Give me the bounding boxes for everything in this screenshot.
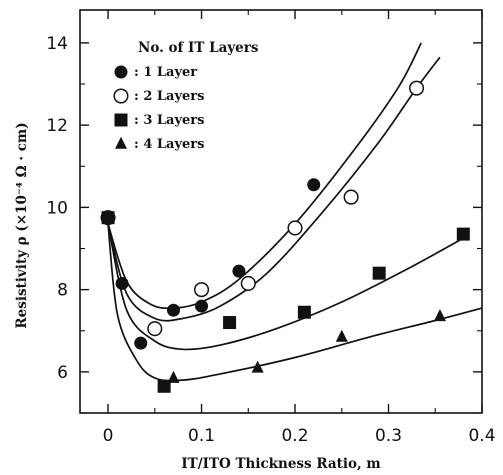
y-tick-label: 8 — [57, 281, 68, 301]
data-point-series-3 — [372, 266, 386, 280]
x-axis-label: IT/ITO Thickness Ratio, m — [181, 456, 380, 472]
legend-label-4: : 4 Layers — [134, 137, 204, 152]
legend-title: No. of IT Layers — [138, 40, 259, 56]
x-tick-label: 0.3 — [375, 426, 402, 446]
y-tick-label: 14 — [46, 34, 68, 54]
x-tick-label: 0.4 — [468, 426, 495, 446]
legend-marker-1 — [114, 65, 128, 79]
data-point-series-2 — [343, 189, 359, 205]
x-tick-label: 0.2 — [281, 426, 308, 446]
data-point-series-2 — [147, 321, 163, 337]
data-point-series-2 — [193, 282, 210, 298]
x-tick-label: 0 — [103, 426, 114, 446]
data-point-series-2 — [287, 220, 303, 236]
data-point-series-3 — [456, 227, 470, 241]
data-point-series-1 — [232, 264, 246, 278]
data-point-series-4 — [433, 309, 446, 322]
data-point-series-1 — [134, 336, 148, 350]
legend-marker-4 — [115, 136, 127, 149]
fit-curve-series-4 — [107, 223, 483, 382]
legend-label-2: : 2 Layers — [134, 89, 204, 104]
data-points — [100, 80, 470, 393]
data-point-series-1 — [166, 303, 180, 317]
y-tick-label: 12 — [46, 116, 68, 136]
data-point-series-3 — [297, 305, 311, 319]
axes: 0 0.1 0.2 0.3 0.4 6 8 10 12 14 — [46, 9, 496, 446]
data-point-series-2 — [240, 275, 256, 292]
data-point-series-2 — [409, 80, 425, 96]
data-point-series-3 — [223, 316, 237, 330]
data-point-series-1 — [195, 299, 209, 313]
y-axis-label: Resistivity ρ (×10⁻⁴ Ω · cm) — [14, 122, 30, 328]
data-point-series-4 — [335, 329, 348, 342]
legend-marker-2 — [113, 88, 129, 104]
data-point-series-4 — [167, 370, 180, 383]
data-point-series-1 — [115, 276, 129, 290]
y-tick-label: 6 — [57, 363, 68, 383]
legend-label-3: : 3 Layers — [134, 113, 204, 128]
legend-label-1: : 1 Layer — [134, 65, 197, 80]
legend-marker-3 — [114, 113, 128, 127]
data-point-series-3 — [101, 211, 115, 225]
plot-frame — [79, 9, 483, 414]
data-point-series-1 — [307, 178, 321, 192]
x-tick-label: 0.1 — [188, 426, 215, 446]
fit-curve-series-1 — [107, 42, 422, 310]
data-point-series-3 — [157, 379, 171, 393]
data-point-series-4 — [251, 360, 264, 373]
fit-curve-series-3 — [107, 223, 464, 351]
legend: No. of IT Layers : 1 Layer : 2 Layers : 3 … — [113, 40, 259, 152]
y-tick-label: 10 — [46, 198, 68, 218]
